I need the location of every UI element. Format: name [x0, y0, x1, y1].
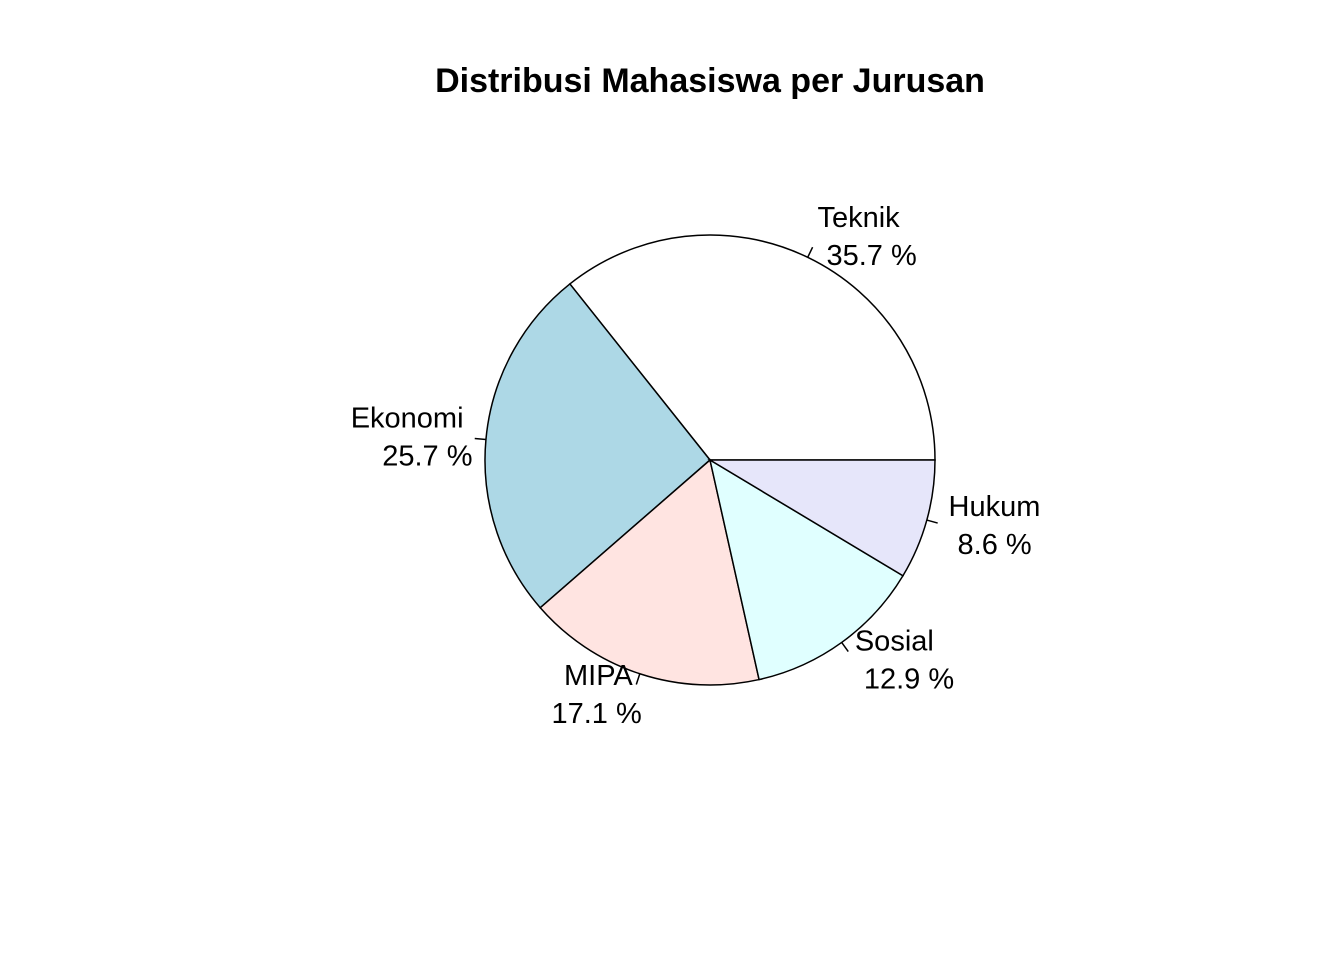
- label-tick-teknik: [807, 246, 814, 258]
- slice-label-mipa: MIPA 17.1 %: [551, 660, 641, 730]
- pie-slice-teknik: [568, 234, 936, 461]
- slice-percent-teknik: 35.7 %: [826, 240, 916, 272]
- slice-percent-mipa: 17.1 %: [551, 698, 641, 730]
- label-tick-sosial: [841, 642, 849, 653]
- label-tick-mipa: [635, 673, 641, 685]
- slice-percent-sosial: 12.9 %: [864, 664, 954, 696]
- slice-percent-hukum: 8.6 %: [958, 529, 1032, 561]
- pie-slice-hukum: [707, 459, 936, 577]
- pie-slice-sosial: [708, 458, 904, 681]
- pie-slices: [484, 234, 936, 686]
- pie-slice-mipa: [539, 458, 760, 686]
- slice-name-teknik: Teknik: [817, 202, 900, 234]
- slice-percent-ekonomi: 25.7 %: [382, 440, 472, 472]
- slice-label-teknik: Teknik 35.7 %: [817, 202, 916, 272]
- slice-labels: Teknik 35.7 % Ekonomi 25.7 % MIPA 17.1 % Sosia…: [351, 202, 1041, 730]
- slice-name-mipa: MIPA: [564, 660, 633, 692]
- slice-name-hukum: Hukum: [949, 491, 1041, 523]
- label-tick-ekonomi: [474, 437, 486, 441]
- slice-name-ekonomi: Ekonomi: [351, 402, 464, 434]
- slice-name-sosial: Sosial: [855, 626, 934, 658]
- slice-label-ekonomi: Ekonomi 25.7 %: [351, 402, 473, 472]
- label-ticks: [474, 246, 938, 685]
- slice-label-sosial: Sosial 12.9 %: [855, 626, 954, 696]
- chart-title: Distribusi Mahasiswa per Jurusan: [435, 62, 985, 100]
- slice-label-hukum: Hukum 8.6 %: [949, 491, 1041, 561]
- label-tick-hukum: [926, 519, 938, 524]
